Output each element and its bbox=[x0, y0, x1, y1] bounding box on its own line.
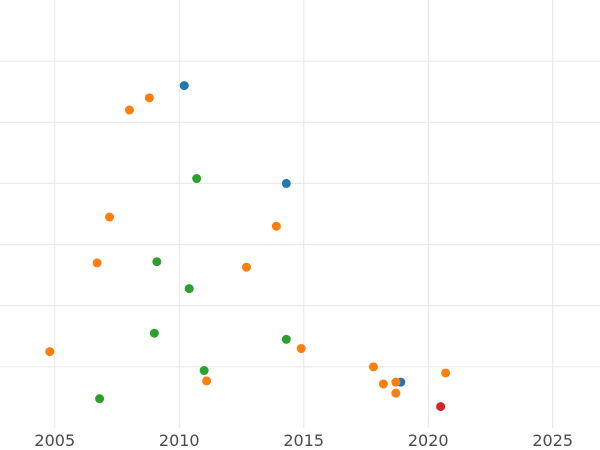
data-point-s1-12 bbox=[391, 377, 401, 387]
x-tick-label-2020: 2020 bbox=[408, 431, 449, 450]
data-point-s2-5 bbox=[199, 366, 209, 376]
data-point-s1-8 bbox=[296, 344, 306, 354]
data-point-s2-0 bbox=[95, 394, 105, 404]
data-point-s1-10 bbox=[378, 379, 388, 389]
data-point-s1-5 bbox=[202, 376, 212, 386]
data-points bbox=[45, 81, 451, 412]
x-tick-label-2015: 2015 bbox=[283, 431, 324, 450]
data-point-s1-11 bbox=[391, 388, 401, 398]
data-point-s2-2 bbox=[152, 257, 162, 267]
data-point-s1-7 bbox=[271, 221, 281, 231]
data-point-s3-0 bbox=[436, 402, 446, 412]
data-point-s1-9 bbox=[368, 362, 378, 372]
data-point-s2-3 bbox=[184, 284, 194, 294]
data-point-s1-0 bbox=[45, 347, 55, 357]
x-tick-label-2025: 2025 bbox=[532, 431, 573, 450]
data-point-s2-6 bbox=[281, 334, 291, 344]
data-point-s2-4 bbox=[192, 174, 202, 184]
data-point-s1-1 bbox=[92, 258, 102, 268]
x-tick-label-2005: 2005 bbox=[34, 431, 75, 450]
x-tick-labels: 2005 2010 2015 2020 2025 bbox=[34, 431, 573, 450]
x-tick-label-2010: 2010 bbox=[159, 431, 200, 450]
x-gridlines bbox=[54, 0, 554, 428]
y-gridlines bbox=[0, 60, 600, 368]
data-point-s1-4 bbox=[144, 93, 154, 103]
data-point-s1-6 bbox=[241, 262, 251, 272]
data-point-s1-3 bbox=[124, 105, 134, 115]
data-point-s0-0 bbox=[179, 81, 189, 91]
data-point-s0-1 bbox=[281, 178, 291, 188]
data-point-s1-13 bbox=[441, 368, 451, 378]
data-point-s1-2 bbox=[105, 212, 115, 222]
data-point-s2-1 bbox=[149, 328, 159, 338]
